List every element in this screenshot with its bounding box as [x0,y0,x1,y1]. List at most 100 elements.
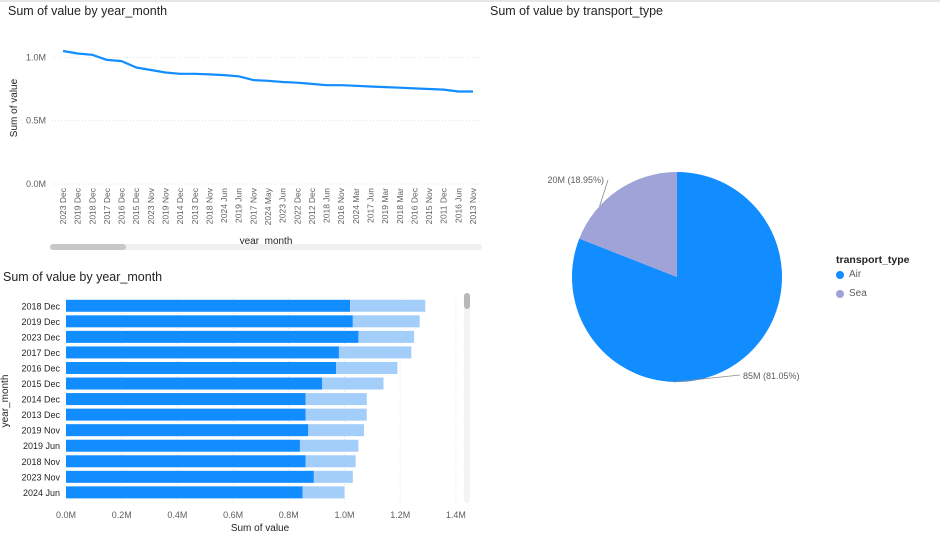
y-tick-label: 2024 Jun [23,488,60,498]
line-chart-title: Sum of value by year_month [8,4,168,18]
legend-label-air: Air [849,269,862,280]
bar-segment-1 [66,470,314,483]
x-tick-label: 2022 Dec [292,187,302,224]
legend-marker-air [836,270,844,279]
scrollbar-thumb[interactable] [50,244,126,250]
bar-segment-1 [66,455,306,468]
x-tick-label: 2013 Nov [468,187,478,224]
x-tick-label: 2016 Nov [336,187,346,224]
bar-segment-1 [66,330,359,343]
bar-segment-1 [66,393,306,406]
x-tick-label: 0.0M [56,510,76,520]
data-label-leader-sea [599,179,609,207]
legend-title: transport_type [836,254,910,266]
bar-segment-1 [66,346,339,359]
x-tick-label: 2024 May [263,187,273,225]
bar-segment-2 [305,455,356,468]
vertical-scrollbar[interactable] [464,293,470,503]
y-tick-label: 2018 Nov [21,457,60,467]
y-tick-label: 1.0M [26,52,46,62]
x-tick-label: 0.2M [112,510,132,520]
bar-segment-2 [302,486,345,499]
bar-segment-1 [66,377,323,390]
bar-segment-2 [352,315,420,328]
x-tick-label: 2016 Jun [453,188,463,223]
bar-segment-1 [66,361,337,374]
y-tick-label: 2014 Dec [21,395,60,405]
y-axis-title: year_month [0,375,11,428]
y-tick-label: 2019 Jun [23,441,60,451]
x-tick-label: 2019 Dec [73,187,83,224]
pie-slice-air [572,172,783,382]
x-tick-label: 2017 Jun [366,188,376,223]
x-tick-label: 2019 Nov [161,187,171,224]
bar-segment-1 [66,424,309,437]
y-tick-label: 2013 Dec [21,410,60,420]
x-tick-label: 2012 Dec [307,187,317,224]
x-tick-label: 2023 Dec [58,187,68,224]
bar-segment-2 [308,424,364,437]
pie-chart-title: Sum of value by transport_type [490,4,664,18]
bar-segment-1 [66,315,353,328]
x-tick-label: 2018 Dec [87,187,97,224]
pie-chart: 85M (81.05%) 20M (18.95%) [547,172,800,383]
x-tick-label: 2017 Nov [248,187,258,224]
y-tick-label: 2015 Dec [21,379,60,389]
x-tick-label: 0.8M [279,510,299,520]
y-tick-label: 0.5M [26,116,46,126]
y-tick-label: 2017 Dec [21,348,60,358]
y-tick-label: 0.0M [26,179,46,189]
bar-segment-1 [66,408,306,421]
x-tick-label: 2017 Dec [102,187,112,224]
x-tick-label: 2023 Nov [146,187,156,224]
bar-segment-1 [66,439,300,452]
bar-segment-2 [350,299,426,312]
x-tick-label: 2016 Dec [409,187,419,224]
series-line [62,49,473,93]
x-tick-label: 2013 Dec [190,187,200,224]
vertical-scrollbar-thumb[interactable] [464,293,470,309]
x-axis-title: Sum of value [231,523,290,534]
bar-chart-title: Sum of value by year_month [3,270,163,284]
line-chart: 0.0M 0.5M 1.0M Sum of value 2023 Dec 2019 Dec… [9,49,480,247]
x-axis-title: year_month [240,236,293,247]
y-tick-label: 2023 Nov [21,472,60,482]
bar-segment-2 [305,393,367,406]
x-tick-label: 2011 Dec [439,187,449,224]
legend-label-sea: Sea [849,288,867,299]
legend-marker-sea [836,289,844,298]
x-tick-label: 2018 Mar [395,188,405,224]
bar-segment-1 [66,299,351,312]
x-tick-label: 1.0M [334,510,354,520]
horizontal-scrollbar[interactable] [50,244,482,250]
x-tick-label: 0.4M [167,510,187,520]
data-label-air: 85M (81.05%) [743,371,800,381]
x-tick-label: 2024 Jun [219,188,229,223]
x-tick-label: 2015 Dec [131,187,141,224]
bar-segment-2 [338,346,412,359]
bar-segment-2 [336,361,398,374]
x-tick-label: 0.6M [223,510,243,520]
bar-segment-1 [66,486,303,499]
legend-item-sea[interactable]: Sea [836,288,867,299]
x-tick-label: 2014 Dec [175,187,185,224]
x-tick-label: 1.4M [446,510,466,520]
x-tick-label: 2019 Jun [234,188,244,223]
x-tick-label: 1.2M [390,510,410,520]
y-tick-label: 2016 Dec [21,363,60,373]
bar-segment-2 [305,408,367,421]
x-tick-label: 2015 Nov [424,187,434,224]
legend-item-air[interactable]: Air [836,269,861,280]
data-label-sea: 20M (18.95%) [547,175,604,185]
y-tick-label: 2019 Nov [21,426,60,436]
y-axis-title: Sum of value [9,78,20,137]
bar-segment-2 [322,377,384,390]
bar-segment-2 [358,330,415,343]
data-label-leader-air [673,374,741,383]
x-tick-label: 2024 Mar [351,188,361,224]
bar-segment-2 [299,439,359,452]
bar-segment-2 [313,470,353,483]
pie-slice-sea [579,172,677,277]
bar-chart: 0.0M 0.2M 0.4M 0.6M 0.8M 1.0M 1.2M 1.4M 2018 Dec… [0,298,466,534]
y-tick-label: 2019 Dec [21,317,60,327]
